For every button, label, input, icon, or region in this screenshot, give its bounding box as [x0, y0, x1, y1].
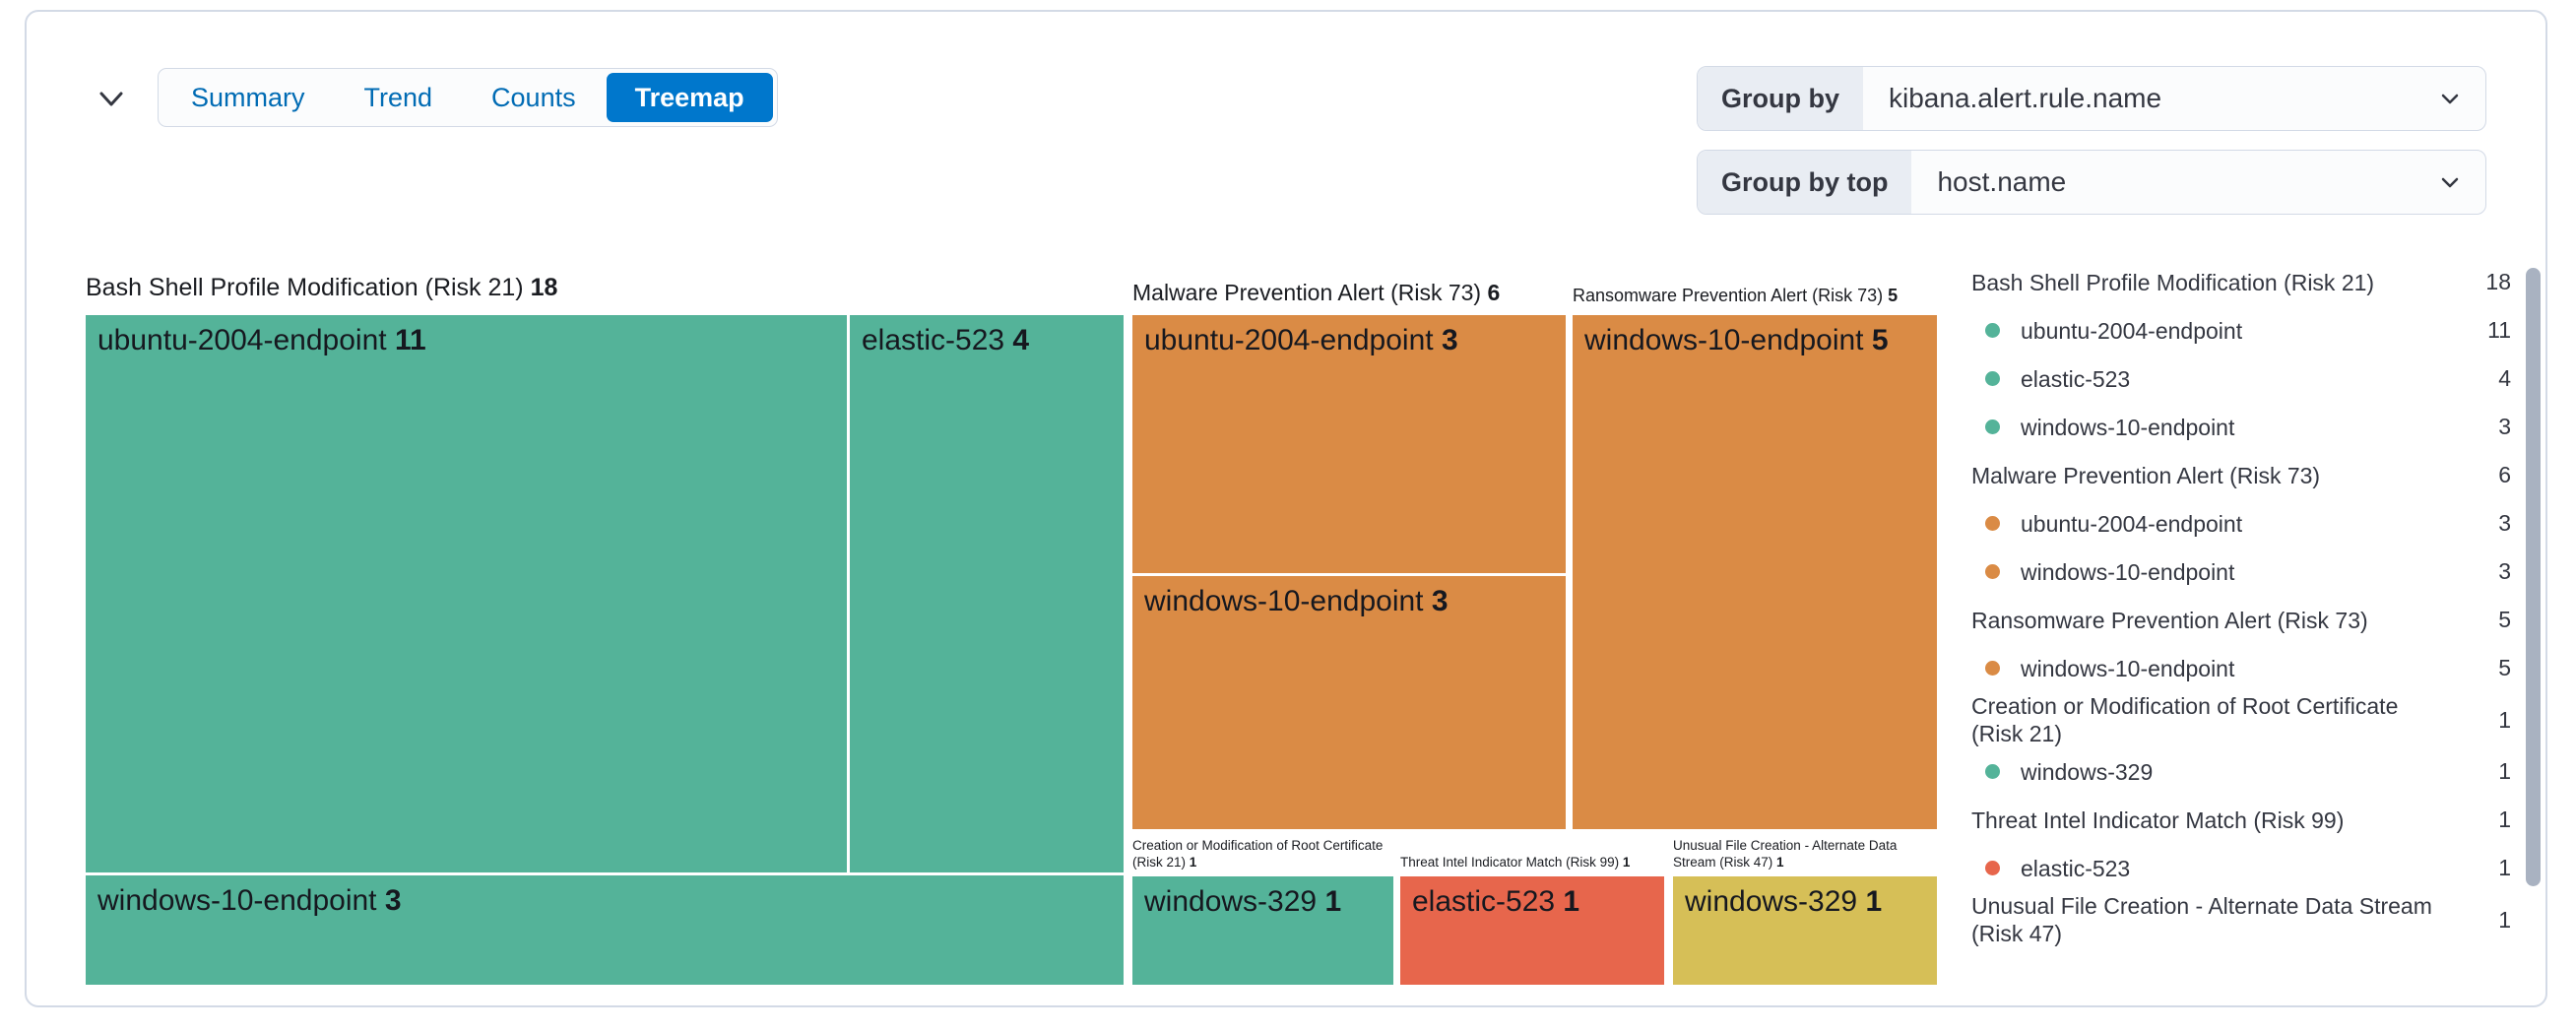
alerts-visualization-panel: Summary Trend Counts Treemap Group by ki…: [25, 10, 2547, 1007]
legend-color-dot: [1985, 516, 2000, 531]
legend-color-dot: [1985, 764, 2000, 779]
group-by-value: kibana.alert.rule.name: [1889, 83, 2162, 113]
treemap-group-header: Threat Intel Indicator Match (Risk 99) 1: [1400, 855, 1631, 870]
tab-treemap[interactable]: Treemap: [606, 73, 773, 122]
group-by-top-value: host.name: [1937, 166, 2067, 197]
legend-color-dot: [1985, 323, 2000, 338]
legend-count: 3: [2498, 510, 2511, 536]
legend-group-row[interactable]: Unusual File Creation - Alternate Data S…: [1971, 893, 2511, 946]
tab-trend[interactable]: Trend: [336, 73, 462, 122]
treemap-cell[interactable]: windows-10-endpoint 3: [1132, 576, 1566, 829]
legend-count: 5: [2498, 607, 2511, 632]
treemap-cell[interactable]: ubuntu-2004-endpoint 3: [1132, 315, 1566, 573]
legend-count: 1: [2498, 806, 2511, 832]
legend-item-row[interactable]: windows-10-endpoint 3: [1971, 403, 2511, 451]
treemap-group-header: Ransomware Prevention Alert (Risk 73) 5: [1573, 286, 1899, 305]
legend-count: 1: [2498, 758, 2511, 784]
treemap-cell[interactable]: ubuntu-2004-endpoint 11: [86, 315, 847, 872]
legend-item-row[interactable]: windows-329 1: [1971, 747, 2511, 796]
legend-count: 1: [2498, 906, 2511, 933]
legend-group-row[interactable]: Malware Prevention Alert (Risk 73) 6: [1971, 462, 2511, 488]
treemap-cell[interactable]: elastic-523 4: [850, 315, 1124, 872]
legend-item-row[interactable]: elastic-523 4: [1971, 355, 2511, 403]
legend-item-row[interactable]: ubuntu-2004-endpoint 3: [1971, 499, 2511, 548]
chevron-down-icon: [2436, 67, 2485, 130]
treemap-legend: Bash Shell Profile Modification (Risk 21…: [1971, 258, 2511, 947]
treemap-group-header: Malware Prevention Alert (Risk 73) 6: [1132, 280, 1501, 305]
legend-count: 3: [2498, 558, 2511, 584]
legend-item-row[interactable]: windows-10-endpoint 5: [1971, 644, 2511, 692]
legend-group-row[interactable]: Bash Shell Profile Modification (Risk 21…: [1971, 269, 2511, 295]
legend-count: 1: [2498, 855, 2511, 880]
legend-count: 4: [2498, 365, 2511, 391]
treemap-cell[interactable]: windows-329 1: [1673, 876, 1937, 985]
collapse-panel-button[interactable]: [88, 77, 135, 120]
legend-item-row[interactable]: elastic-523 1: [1971, 844, 2511, 892]
legend-count: 1: [2498, 706, 2511, 733]
chevron-down-icon: [95, 82, 128, 115]
treemap-group-header: Unusual File Creation - Alternate Data S…: [1673, 838, 1898, 870]
treemap-cell[interactable]: windows-10-endpoint 3: [86, 875, 1124, 985]
legend-color-dot: [1985, 661, 2000, 676]
treemap-group-header: Bash Shell Profile Modification (Risk 21…: [86, 274, 558, 301]
legend-count: 18: [2485, 269, 2511, 294]
legend-group-row[interactable]: Threat Intel Indicator Match (Risk 99) 1: [1971, 806, 2511, 833]
group-by-select[interactable]: Group by kibana.alert.rule.name: [1697, 66, 2486, 131]
legend-group-row[interactable]: Ransomware Prevention Alert (Risk 73) 5: [1971, 607, 2511, 633]
legend-count: 6: [2498, 462, 2511, 487]
treemap-cell[interactable]: windows-329 1: [1132, 876, 1393, 985]
legend-count: 3: [2498, 414, 2511, 439]
chevron-down-icon: [2436, 151, 2485, 214]
group-by-top-select[interactable]: Group by top host.name: [1697, 150, 2486, 215]
legend-color-dot: [1985, 861, 2000, 875]
treemap-cell[interactable]: elastic-523 1: [1400, 876, 1664, 985]
legend-count: 5: [2498, 655, 2511, 680]
group-by-top-prepend-label: Group by top: [1698, 151, 1912, 214]
legend-color-dot: [1985, 564, 2000, 579]
tab-summary[interactable]: Summary: [162, 73, 334, 122]
legend-item-row[interactable]: windows-10-endpoint 3: [1971, 548, 2511, 596]
treemap-group-header: Creation or Modification of Root Certifi…: [1132, 838, 1384, 870]
view-selector-group: Summary Trend Counts Treemap: [158, 68, 778, 127]
tab-counts[interactable]: Counts: [463, 73, 605, 122]
group-by-prepend-label: Group by: [1698, 67, 1863, 130]
legend-group-row[interactable]: Creation or Modification of Root Certifi…: [1971, 693, 2511, 746]
legend-scrollbar-thumb[interactable]: [2526, 268, 2541, 886]
treemap-cell[interactable]: windows-10-endpoint 5: [1573, 315, 1937, 829]
legend-color-dot: [1985, 371, 2000, 386]
legend-color-dot: [1985, 419, 2000, 434]
legend-count: 11: [2487, 317, 2511, 343]
legend-item-row[interactable]: ubuntu-2004-endpoint 11: [1971, 306, 2511, 355]
